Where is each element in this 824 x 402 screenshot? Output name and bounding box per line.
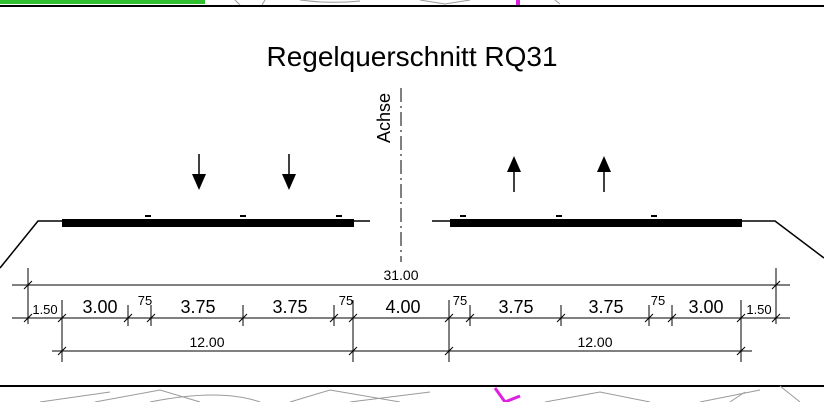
total-width-label: 31.00 — [383, 267, 418, 283]
arrow-down-icon — [192, 154, 206, 190]
dim-label-median: 4.00 — [385, 297, 420, 317]
dim-label-strip: 75 — [651, 293, 665, 308]
dim-label-strip: 75 — [453, 293, 467, 308]
axis-label: Achse — [374, 93, 394, 143]
diagram-title: Regelquerschnitt RQ31 — [266, 41, 557, 72]
lane-marking — [240, 215, 246, 217]
lane-marking — [651, 215, 657, 217]
background-sketch-bottom — [39, 385, 801, 402]
tick-marks-total — [23, 280, 781, 290]
dim-label-lane: 3.75 — [272, 297, 307, 317]
lane-marking — [556, 215, 562, 217]
dimension-lines — [12, 268, 790, 362]
magenta-highlight-mark — [516, 0, 520, 5]
dim-label-lane: 3.75 — [180, 297, 215, 317]
tick-marks-carriageways — [57, 346, 746, 356]
dim-label-strip: 75 — [138, 293, 152, 308]
dim-label-strip: 75 — [339, 293, 353, 308]
traffic-arrows — [192, 154, 611, 192]
dim-label-lane: 3.00 — [688, 297, 723, 317]
lane-marking — [145, 215, 151, 217]
tick-marks-lanes — [23, 313, 781, 323]
arrow-up-icon — [507, 156, 521, 192]
left-embankment-outline — [0, 220, 370, 269]
dim-label-lane: 3.75 — [498, 297, 533, 317]
dim-label-carriageway-left: 12.00 — [189, 334, 224, 350]
lane-marking — [460, 215, 466, 217]
arrow-down-icon — [282, 154, 296, 190]
arrow-up-icon — [597, 156, 611, 192]
green-highlight-mark — [0, 0, 205, 4]
lane-markings — [145, 215, 657, 217]
dim-label-shoulder-left: 1.50 — [32, 302, 57, 317]
dim-label-lane: 3.00 — [82, 297, 117, 317]
magenta-sketch-mark — [493, 387, 521, 402]
right-carriageway — [450, 219, 742, 227]
dim-label-lane: 3.75 — [588, 297, 623, 317]
lane-marking — [336, 215, 342, 217]
background-sketch-top — [0, 0, 561, 6]
dim-label-shoulder-right: 1.50 — [746, 302, 771, 317]
dim-label-carriageway-right: 12.00 — [577, 334, 612, 350]
left-carriageway — [62, 219, 354, 227]
